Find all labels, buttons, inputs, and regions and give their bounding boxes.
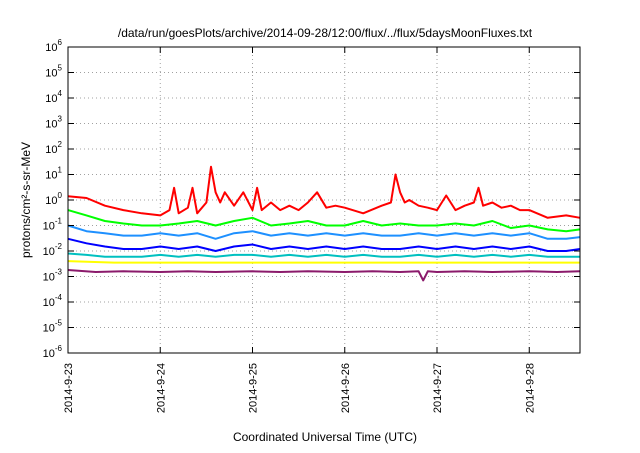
y-tick-base: 10: [45, 42, 57, 54]
y-tick-label: 10-6: [43, 344, 63, 360]
x-tick-label: 2014-9-27: [432, 363, 444, 413]
y-tick-exponent: 5: [58, 64, 63, 73]
series-line-7: [67, 269, 581, 282]
y-tick-base: 10: [43, 323, 55, 335]
y-tick-exponent: -3: [55, 268, 63, 277]
y-tick-label: 103: [45, 115, 62, 131]
data-series-group: [67, 165, 581, 282]
y-tick-exponent: -4: [55, 293, 63, 302]
y-tick-exponent: -1: [55, 217, 63, 226]
y-tick-label: 10-2: [43, 242, 63, 258]
y-tick-exponent: -6: [55, 344, 63, 353]
y-tick-base: 10: [45, 68, 57, 80]
y-tick-exponent: 6: [58, 38, 63, 47]
y-tick-label: 100: [45, 191, 62, 207]
x-tick-label: 2014-9-26: [340, 363, 352, 413]
y-tick-exponent: 3: [58, 115, 63, 124]
grid-lines: [68, 47, 580, 353]
y-tick-base: 10: [43, 348, 55, 360]
y-tick-label: 104: [45, 89, 62, 105]
y-tick-exponent: 1: [58, 166, 63, 175]
y-tick-label: 10-5: [43, 319, 63, 335]
x-tick-label: 2014-9-28: [524, 363, 536, 413]
y-tick-label: 102: [45, 140, 62, 156]
y-tick-label: 10-4: [43, 293, 63, 309]
y-axis-label: protons/cm²-s-sr-MeV: [19, 142, 33, 258]
y-axis: 10610510410310210110010-110-210-310-410-…: [43, 38, 580, 360]
x-tick-label: 2014-9-25: [248, 363, 260, 413]
y-tick-exponent: -2: [55, 242, 63, 251]
series-line-3: [67, 224, 581, 240]
y-tick-base: 10: [45, 195, 57, 207]
y-tick-label: 10-1: [43, 217, 63, 233]
y-tick-base: 10: [45, 170, 57, 182]
series-line-6: [67, 260, 580, 264]
y-tick-label: 106: [45, 38, 62, 54]
x-tick-label: 2014-9-23: [63, 363, 75, 413]
y-tick-base: 10: [43, 221, 55, 233]
x-axis: 2014-9-23 2014-9-24 2014-9-25 2014-9-26 2014…: [63, 47, 536, 413]
y-tick-base: 10: [45, 119, 57, 131]
y-tick-base: 10: [45, 144, 57, 156]
chart-title: /data/run/goesPlots/archive/2014-09-28/1…: [118, 26, 533, 40]
y-tick-exponent: 4: [58, 89, 63, 98]
y-tick-label: 105: [45, 64, 62, 80]
y-tick-base: 10: [43, 297, 55, 309]
series-line-5: [67, 252, 580, 258]
y-tick-label: 10-3: [43, 268, 63, 284]
series-line-1: [67, 165, 581, 219]
y-tick-exponent: 2: [58, 140, 63, 149]
x-tick-label: 2014-9-24: [155, 363, 167, 413]
series-line-2: [67, 209, 581, 233]
x-axis-label: Coordinated Universal Time (UTC): [233, 430, 417, 444]
y-tick-exponent: 0: [58, 191, 63, 200]
y-tick-base: 10: [45, 93, 57, 105]
series-line-4: [67, 237, 581, 252]
y-tick-exponent: -5: [55, 319, 63, 328]
y-tick-base: 10: [43, 246, 55, 258]
y-tick-base: 10: [43, 272, 55, 284]
y-tick-label: 101: [45, 166, 62, 182]
